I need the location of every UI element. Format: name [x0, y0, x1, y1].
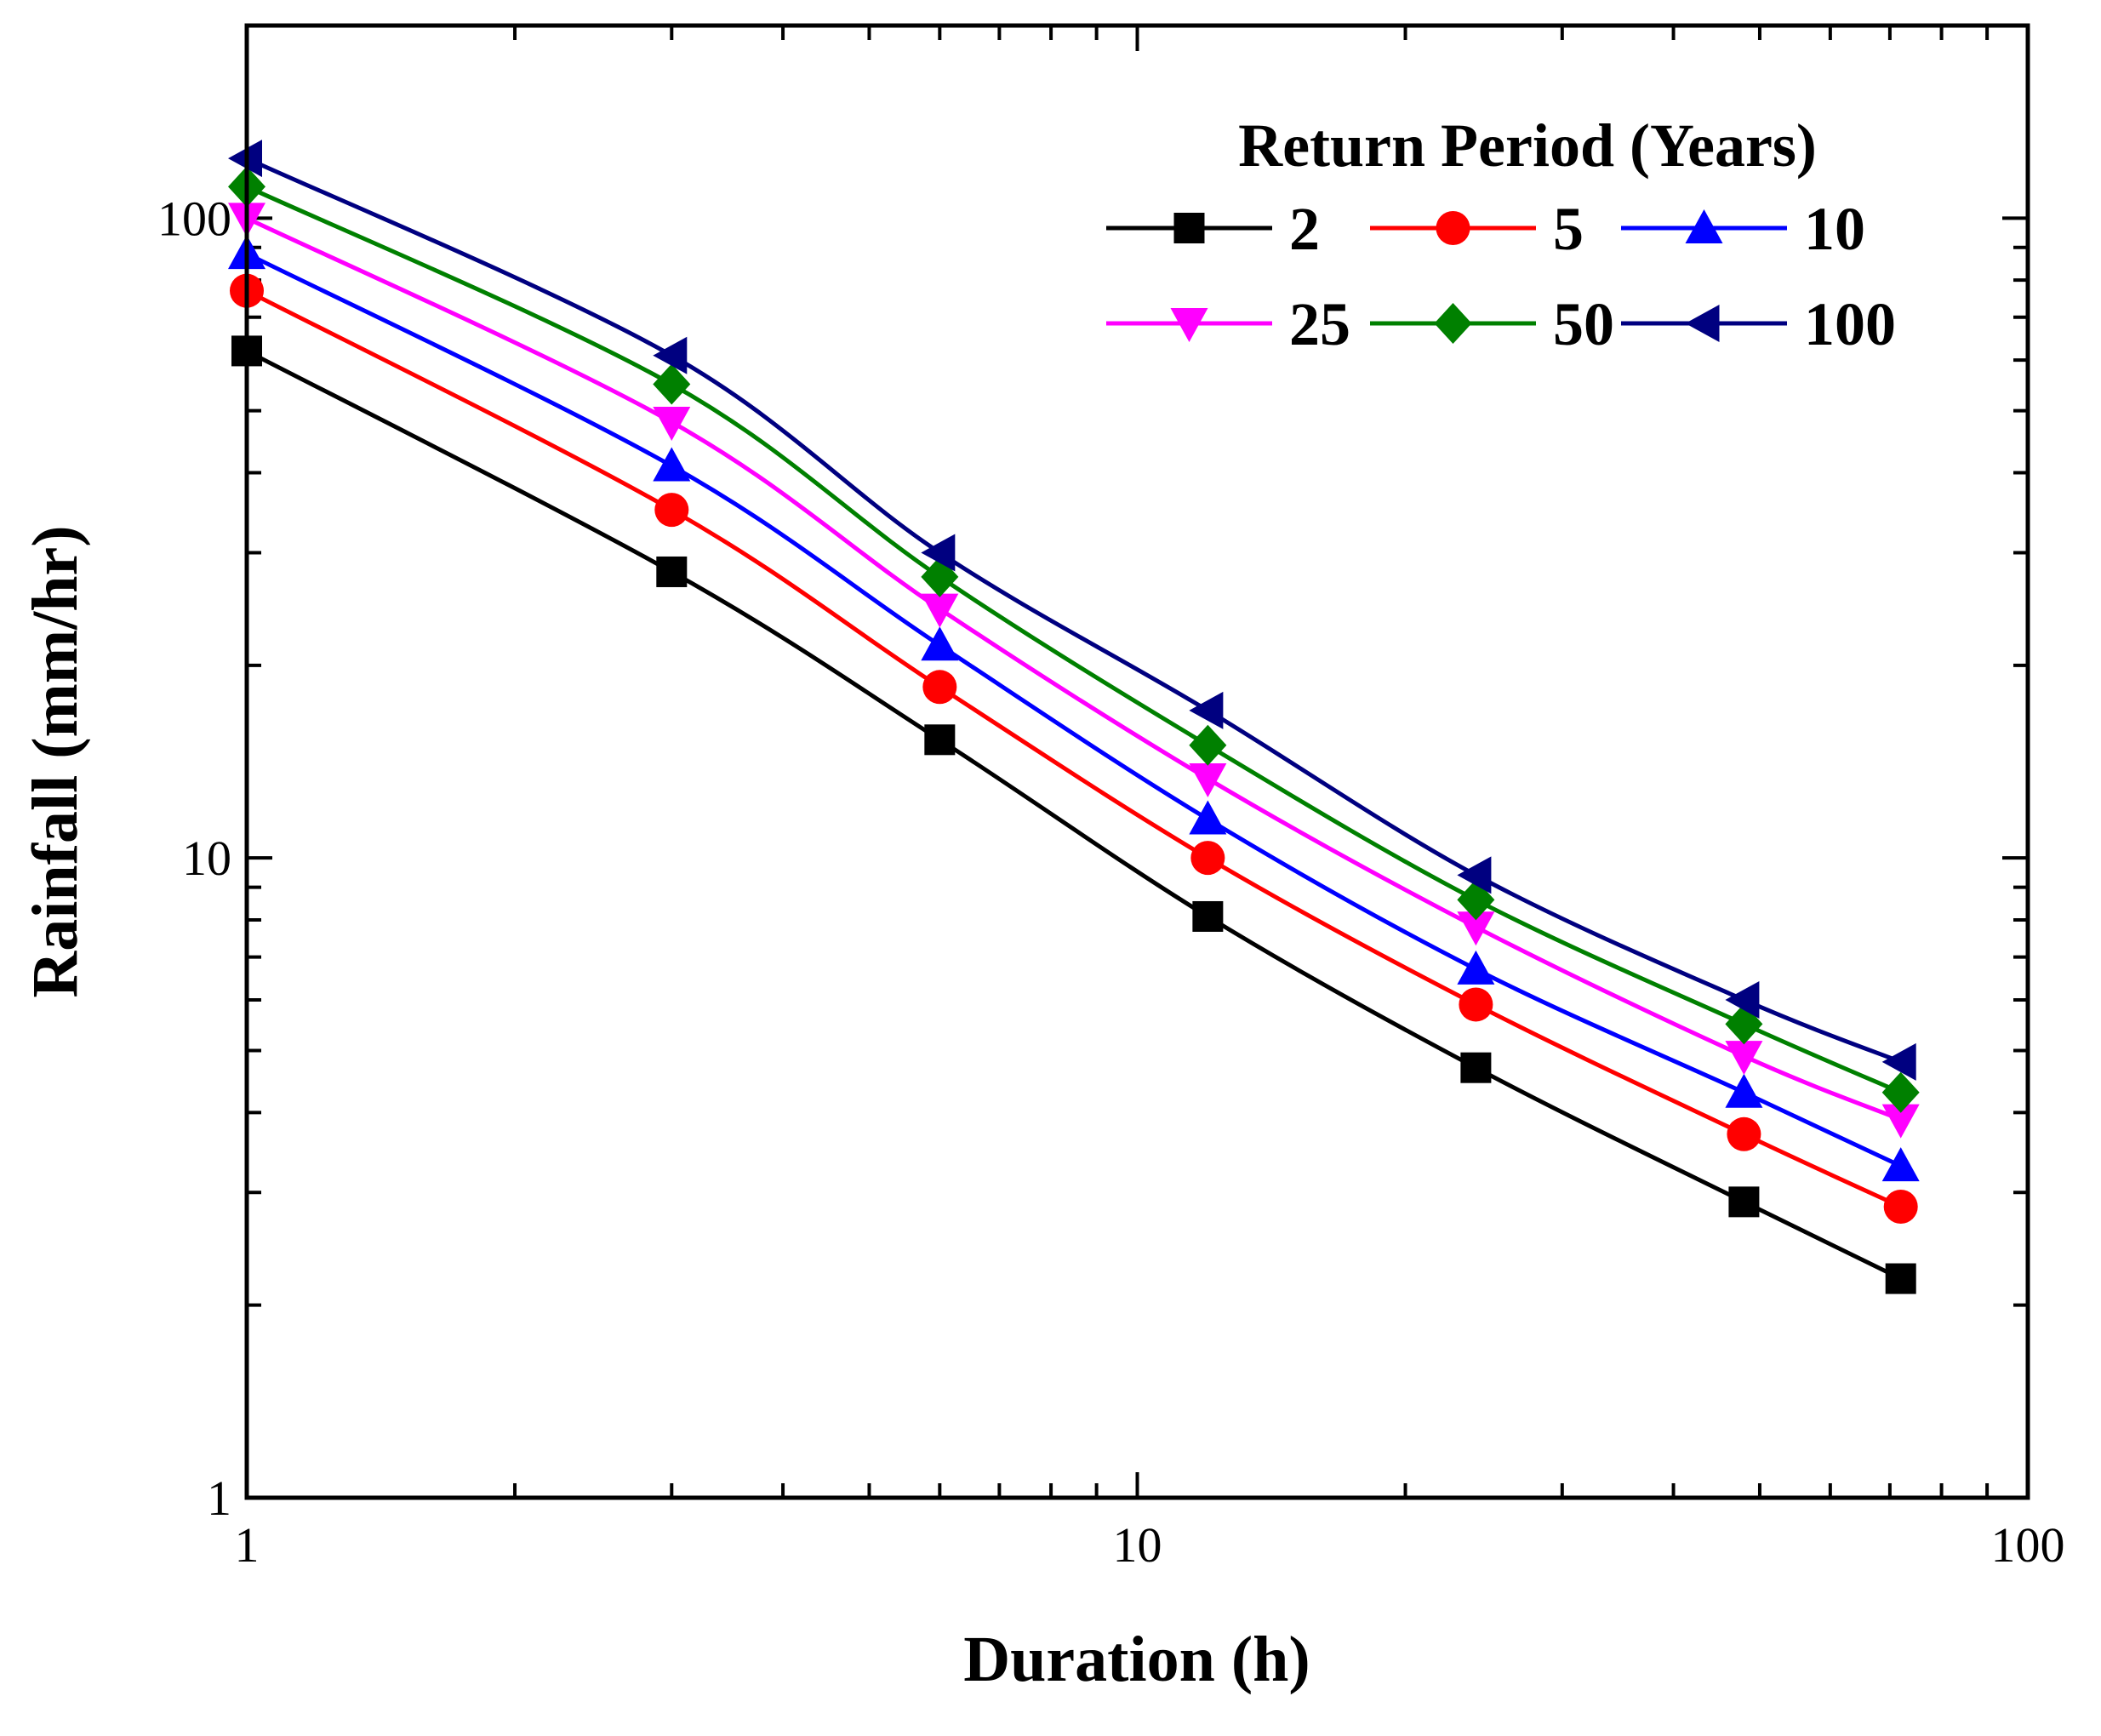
legend-label: 50: [1553, 290, 1614, 358]
y-tick-label: 10: [182, 831, 231, 886]
series-line: [245, 216, 1902, 1122]
data-point: [1727, 1116, 1761, 1151]
data-point: [1885, 1263, 1916, 1294]
data-point: [1459, 987, 1493, 1022]
tick-labels: 1 10 100 1 10 100: [157, 191, 2065, 1573]
series-line: [245, 288, 1902, 1209]
data-point: [921, 534, 956, 572]
data-point: [1192, 900, 1224, 932]
legend-item-2: 2: [1106, 195, 1320, 263]
series-line: [245, 156, 1902, 1065]
series-5: [230, 273, 1918, 1225]
data-point: [1189, 724, 1227, 766]
data-point: [1881, 1071, 1920, 1113]
data-point: [1685, 305, 1720, 342]
data-point: [1189, 800, 1227, 835]
series-line: [245, 349, 1902, 1281]
legend-item-25: 25: [1106, 290, 1350, 358]
data-point: [1170, 308, 1208, 342]
data-point: [656, 556, 688, 587]
series-line: [245, 251, 1902, 1168]
legend-item-100: 100: [1621, 290, 1896, 358]
data-point: [1725, 1073, 1763, 1108]
data-point: [921, 626, 959, 661]
data-point: [1457, 856, 1492, 894]
data-point: [1457, 950, 1495, 985]
data-point: [1881, 1042, 1916, 1081]
series-line: [245, 185, 1902, 1095]
legend-item-10: 10: [1621, 195, 1865, 263]
data-point: [1460, 1052, 1492, 1083]
data-point: [1685, 209, 1723, 243]
legend-label: 25: [1289, 290, 1350, 358]
data-point: [653, 336, 688, 374]
data-point: [1457, 911, 1495, 946]
series-100: [228, 140, 1916, 1081]
data-point: [1173, 213, 1205, 243]
data-point: [654, 493, 689, 528]
y-tick-label: 1: [207, 1470, 231, 1526]
y-axis-title: Rainfall (mm/hr): [20, 525, 91, 997]
x-tick-label: 1: [235, 1517, 260, 1573]
data-point: [653, 406, 691, 441]
data-point: [1725, 980, 1760, 1019]
legend-label: 100: [1804, 290, 1896, 358]
x-axis-title: Duration (h): [963, 1624, 1310, 1695]
data-point: [1883, 1190, 1918, 1225]
legend-title: Return Period (Years): [1238, 111, 1817, 180]
x-tick-label: 100: [1991, 1517, 2065, 1573]
series-10: [228, 235, 1920, 1182]
legend-item-50: 50: [1370, 290, 1614, 358]
data-point: [1189, 691, 1224, 729]
series-2: [231, 335, 1916, 1294]
legend-label: 10: [1804, 195, 1865, 263]
data-point: [653, 447, 691, 482]
data-point: [921, 593, 959, 628]
data-point: [1189, 763, 1227, 798]
x-tick-label: 10: [1113, 1517, 1162, 1573]
data-point: [1728, 1186, 1760, 1218]
legend-label: 5: [1553, 195, 1584, 263]
data-point: [1436, 211, 1470, 245]
data-point: [1881, 1104, 1920, 1139]
plot-frame: [244, 23, 2030, 1500]
data-point: [1190, 841, 1225, 876]
y-tick-label: 100: [157, 191, 231, 246]
data-point: [1725, 1041, 1763, 1076]
data-point: [922, 670, 957, 705]
data-point: [924, 724, 956, 756]
series-layer: [228, 140, 1920, 1294]
data-point: [1434, 303, 1472, 344]
legend-label: 2: [1289, 195, 1320, 263]
legend-item-5: 5: [1370, 195, 1584, 263]
series-25: [228, 203, 1920, 1139]
data-point: [1881, 1147, 1920, 1182]
data-point: [653, 363, 691, 405]
